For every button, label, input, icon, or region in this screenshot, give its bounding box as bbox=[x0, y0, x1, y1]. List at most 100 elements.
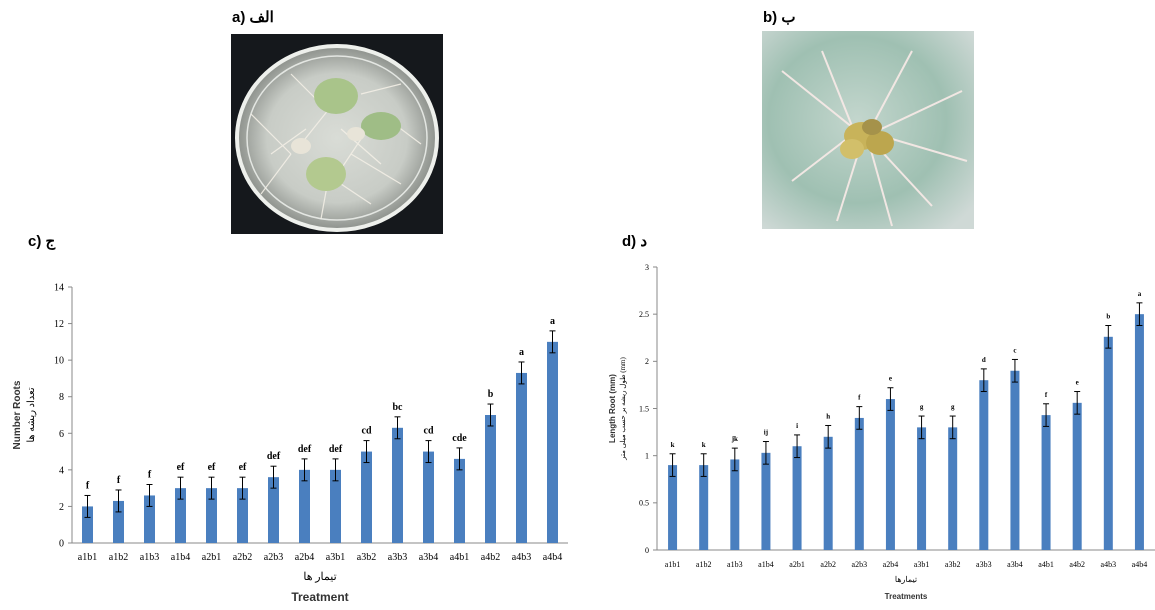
bar bbox=[823, 436, 833, 550]
significance-letter: f bbox=[1045, 391, 1048, 399]
bar bbox=[268, 477, 279, 543]
y-tick-label: 4 bbox=[59, 465, 64, 476]
x-tick-label: a4b4 bbox=[543, 552, 562, 563]
y-tick-label: 1.5 bbox=[639, 404, 649, 413]
bar bbox=[1041, 415, 1051, 550]
x-axis-title: Treatments bbox=[885, 592, 928, 601]
bar bbox=[485, 415, 496, 543]
x-tick-label: a3b4 bbox=[419, 552, 438, 563]
bar bbox=[885, 399, 895, 550]
x-tick-label: a3b2 bbox=[357, 552, 376, 563]
significance-letter: def bbox=[329, 444, 343, 455]
significance-letter: f bbox=[148, 469, 152, 480]
significance-letter: g bbox=[920, 403, 924, 411]
x-tick-label: a2b3 bbox=[264, 552, 283, 563]
significance-letter: b bbox=[1106, 312, 1110, 320]
x-tick-label: a1b4 bbox=[171, 552, 190, 563]
x-tick-label: a1b1 bbox=[78, 552, 97, 563]
significance-letter: f bbox=[86, 480, 90, 491]
bar bbox=[299, 469, 310, 543]
x-tick-label: a2b2 bbox=[820, 560, 836, 569]
bar bbox=[854, 417, 864, 550]
significance-letter: c bbox=[1013, 346, 1016, 354]
y-axis-title: Length Root (mm) bbox=[608, 374, 617, 443]
bar bbox=[1010, 370, 1020, 550]
bar bbox=[761, 452, 771, 550]
y-axis-title-persian: تعداد ریشه ها bbox=[26, 387, 37, 443]
significance-letter: f bbox=[117, 475, 121, 486]
x-tick-label: a3b3 bbox=[976, 560, 992, 569]
x-tick-label: a3b1 bbox=[914, 560, 930, 569]
x-tick-label: a3b2 bbox=[945, 560, 961, 569]
bar bbox=[547, 341, 558, 543]
significance-letter: d bbox=[982, 356, 986, 364]
significance-letter: k bbox=[702, 441, 706, 449]
significance-letter: jk bbox=[731, 435, 738, 443]
significance-letter: a bbox=[550, 316, 555, 327]
x-axis-title: Treatment bbox=[291, 590, 348, 604]
x-tick-label: a1b2 bbox=[696, 560, 712, 569]
significance-letter: ef bbox=[177, 462, 185, 473]
x-tick-label: a2b4 bbox=[883, 560, 899, 569]
x-axis-title-persian: تیمارها bbox=[895, 575, 917, 584]
bar bbox=[237, 488, 248, 543]
bar bbox=[1103, 336, 1113, 550]
significance-letter: i bbox=[796, 422, 798, 430]
y-axis-title: Number Roots bbox=[12, 380, 23, 449]
bar bbox=[330, 469, 341, 543]
significance-letter: ef bbox=[208, 462, 216, 473]
y-tick-label: 0.5 bbox=[639, 499, 649, 508]
panel-label-a: a) الف bbox=[232, 9, 274, 26]
bar bbox=[175, 488, 186, 543]
x-tick-label: a2b2 bbox=[233, 552, 252, 563]
x-tick-label: a1b1 bbox=[665, 560, 681, 569]
significance-letter: a bbox=[1138, 290, 1142, 298]
x-tick-label: a1b4 bbox=[758, 560, 774, 569]
significance-letter: g bbox=[951, 403, 955, 411]
bar bbox=[1134, 314, 1144, 550]
x-tick-label: a4b4 bbox=[1132, 560, 1148, 569]
panel-label-c: c) ج bbox=[28, 233, 56, 250]
significance-letter: cd bbox=[424, 426, 434, 437]
y-tick-label: 0 bbox=[645, 546, 649, 555]
bar bbox=[792, 446, 802, 550]
significance-letter: h bbox=[826, 412, 830, 420]
bar bbox=[454, 458, 465, 543]
bar bbox=[144, 495, 155, 543]
x-tick-label: a4b3 bbox=[1101, 560, 1117, 569]
y-tick-label: 2 bbox=[645, 357, 649, 366]
bar bbox=[82, 506, 93, 543]
significance-letter: bc bbox=[393, 402, 404, 413]
y-tick-label: 1 bbox=[645, 451, 649, 460]
panel-label-b: b) ب bbox=[763, 9, 796, 26]
significance-letter: def bbox=[267, 451, 281, 462]
significance-letter: def bbox=[298, 444, 312, 455]
bar bbox=[668, 465, 678, 550]
x-tick-label: a3b3 bbox=[388, 552, 407, 563]
callus-roots-illustration bbox=[762, 31, 974, 229]
x-tick-label: a1b2 bbox=[109, 552, 128, 563]
x-axis-title-persian: تیمار ها bbox=[303, 571, 336, 583]
bar bbox=[730, 459, 740, 550]
bar bbox=[1072, 402, 1082, 550]
significance-letter: e bbox=[1076, 379, 1079, 387]
petri-dish-illustration bbox=[231, 34, 443, 234]
significance-letter: b bbox=[488, 389, 494, 400]
bar bbox=[206, 488, 217, 543]
x-tick-label: a2b4 bbox=[295, 552, 314, 563]
y-tick-label: 2 bbox=[59, 502, 64, 513]
significance-letter: e bbox=[889, 375, 892, 383]
y-tick-label: 8 bbox=[59, 392, 64, 403]
y-tick-label: 3 bbox=[645, 263, 649, 272]
bar bbox=[948, 427, 958, 550]
y-tick-label: 0 bbox=[59, 539, 64, 550]
x-tick-label: a4b2 bbox=[1069, 560, 1085, 569]
y-tick-label: 2.5 bbox=[639, 310, 649, 319]
x-tick-label: a3b1 bbox=[326, 552, 345, 563]
x-tick-label: a4b2 bbox=[481, 552, 500, 563]
x-tick-label: a3b4 bbox=[1007, 560, 1023, 569]
significance-letter: k bbox=[671, 441, 675, 449]
y-tick-label: 6 bbox=[59, 429, 64, 440]
root-length-chart: 0 0.5 1 1.5 2 2.5 3 k a1b1 k a1b2 jk a1b3 ij a1b4 i a2b1… bbox=[608, 263, 1155, 601]
y-tick-label: 12 bbox=[54, 319, 64, 330]
